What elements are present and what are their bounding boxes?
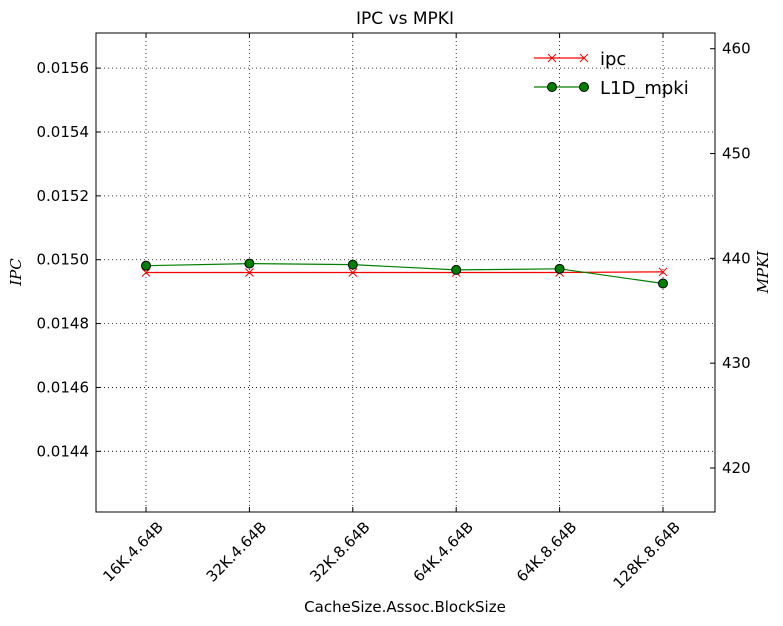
- legend-marker-l1d-mpki: [547, 82, 557, 92]
- marker-stroke: [245, 268, 254, 277]
- y-tick-label-right: 430: [722, 354, 751, 372]
- y-axis-label-left: IPC: [7, 258, 25, 287]
- legend-label-l1d-mpki: L1D_mpki: [600, 78, 689, 99]
- y-tick-label-left: 0.0156: [37, 59, 90, 77]
- x-axis-label: CacheSize.Assoc.BlockSize: [304, 598, 506, 616]
- left-axis: 0.0144 0.0146 0.0148 0.0150 0.0152 0.0154 0.01…: [37, 59, 101, 460]
- legend: ipc L1D_mpki: [534, 49, 689, 99]
- data-point-l1d-mpki: [244, 258, 255, 269]
- marker-stroke: [348, 268, 358, 277]
- legend-marker-ipc: [579, 53, 589, 63]
- chart-title: IPC vs MPKI: [356, 9, 454, 29]
- y-tick-label-left: 0.0144: [37, 442, 90, 460]
- marker-stroke: [658, 267, 668, 277]
- legend-label-ipc: ipc: [600, 49, 626, 70]
- y-tick-label-left: 0.0146: [37, 378, 90, 396]
- y-axis-label-right: MPKI: [754, 250, 772, 295]
- data-point-l1d-mpki: [347, 259, 358, 270]
- y-tick-label-right: 450: [722, 145, 751, 163]
- series-line-ipc: [146, 271, 664, 274]
- y-tick-label-right: 420: [722, 459, 751, 477]
- y-tick-label-right: 460: [722, 40, 751, 58]
- data-point-l1d-mpki: [554, 263, 565, 274]
- y-tick-label-left: 0.0150: [37, 251, 90, 269]
- y-tick-label-left: 0.0154: [37, 123, 90, 141]
- legend-marker-ipc: [547, 53, 557, 63]
- data-point-l1d-mpki: [141, 260, 151, 271]
- y-tick-label-right: 440: [722, 249, 751, 267]
- series-line-l1d-mpki: [145, 262, 664, 285]
- y-tick-label-left: 0.0148: [37, 315, 90, 333]
- data-point-l1d-mpki: [658, 278, 668, 289]
- marker-stroke: [579, 53, 589, 63]
- data-point-l1d-mpki: [451, 264, 462, 275]
- marker-stroke: [547, 53, 557, 63]
- data-point-ipc: [348, 268, 358, 277]
- legend-marker-l1d-mpki: [579, 82, 589, 92]
- plot-frame: [95, 32, 716, 513]
- y-tick-label-left: 0.0152: [37, 187, 90, 205]
- data-point-ipc: [658, 267, 668, 277]
- series-layer: [141, 258, 668, 289]
- data-point-ipc: [245, 268, 254, 277]
- right-axis: 420 430 440 450 460: [710, 40, 751, 477]
